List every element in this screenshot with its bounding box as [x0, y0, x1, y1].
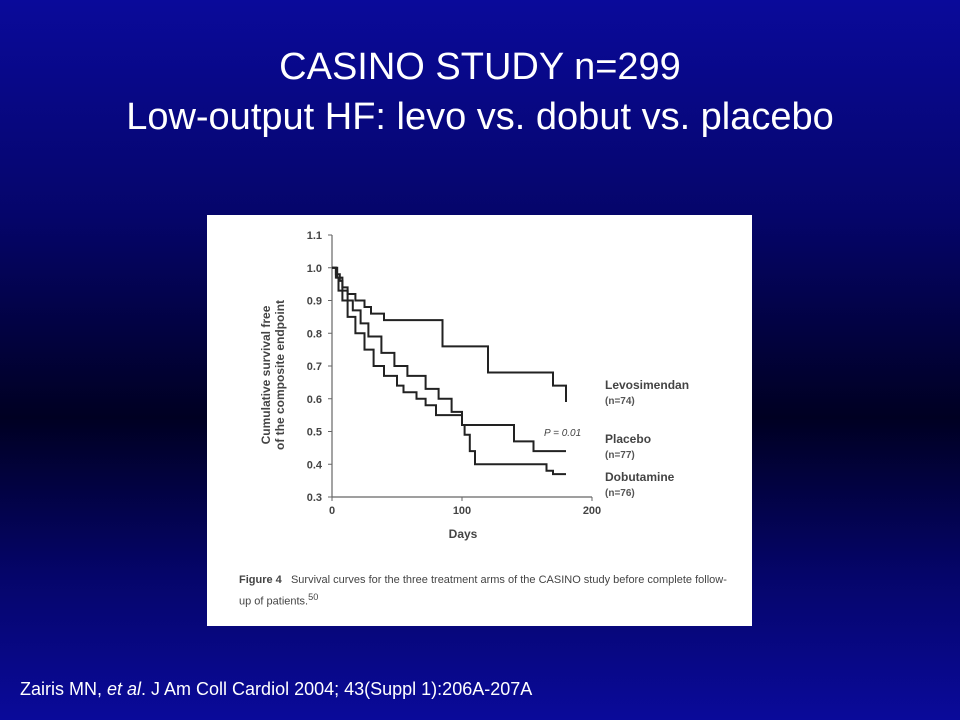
chart-axes	[331, 235, 592, 498]
caption-superscript: 50	[308, 592, 319, 602]
citation-etal: et al	[107, 679, 142, 699]
y-ticks: 0.3 0.4 0.5 0.6 0.7 0.8 0.9 1.0 1.1	[307, 230, 332, 504]
caption-text: Survival curves for the three treatment …	[239, 574, 727, 608]
legend-n-dobutamine: (n=76)	[605, 488, 635, 499]
figure-caption: Figure 4 Survival curves for the three t…	[239, 572, 739, 611]
caption-figure-number: Figure 4	[239, 574, 282, 586]
y-axis-label-line2: of the composite endpoint	[273, 300, 287, 450]
series-lines	[332, 266, 567, 476]
x-tick-label: 0	[329, 505, 335, 517]
legend-label-dobutamine: Dobutamine	[605, 470, 675, 484]
x-tick-label: 200	[583, 505, 601, 517]
slide-title-line2: Low-output HF: levo vs. dobut vs. placeb…	[126, 96, 834, 138]
y-tick-label: 0.3	[307, 492, 322, 504]
survival-chart: 0.3 0.4 0.5 0.6 0.7 0.8 0.9 1.0 1.1 0 100 200 Levo…	[259, 230, 689, 541]
series-line-placebo	[332, 266, 566, 453]
x-axis-label: Days	[449, 527, 478, 541]
y-tick-label: 1.0	[307, 263, 322, 275]
p-value-annotation: P = 0.01	[544, 428, 581, 439]
y-tick-label: 0.9	[307, 296, 322, 308]
series-line-dobutamine	[332, 266, 566, 476]
figure-panel: 0.3 0.4 0.5 0.6 0.7 0.8 0.9 1.0 1.1 0 100 200 Levo…	[207, 215, 752, 626]
slide-title-line1: CASINO STUDY n=299	[279, 46, 681, 88]
y-tick-label: 0.7	[307, 361, 322, 373]
chart-legend: Levosimendan (n=74) Placebo (n=77) Dobutamin…	[605, 378, 689, 499]
y-tick-label: 0.8	[307, 328, 322, 340]
citation-author: Zairis MN,	[20, 679, 107, 699]
y-tick-label: 0.6	[307, 394, 322, 406]
legend-label-levosimendan: Levosimendan	[605, 378, 689, 392]
y-tick-label: 0.4	[307, 459, 323, 471]
x-tick-label: 100	[453, 505, 471, 517]
y-axis-label: Cumulative survival free of the composit…	[259, 300, 287, 450]
legend-n-levosimendan: (n=74)	[605, 396, 635, 407]
y-axis-label-line1: Cumulative survival free	[259, 305, 273, 444]
y-tick-label: 0.5	[307, 427, 322, 439]
legend-label-placebo: Placebo	[605, 432, 651, 446]
citation: Zairis MN, et al. J Am Coll Cardiol 2004…	[20, 679, 532, 700]
y-tick-label: 1.1	[307, 230, 322, 242]
citation-rest: . J Am Coll Cardiol 2004; 43(Suppl 1):20…	[141, 679, 533, 699]
series-line-levosimendan	[332, 266, 567, 403]
legend-n-placebo: (n=77)	[605, 450, 635, 461]
x-ticks: 0 100 200	[329, 497, 601, 517]
